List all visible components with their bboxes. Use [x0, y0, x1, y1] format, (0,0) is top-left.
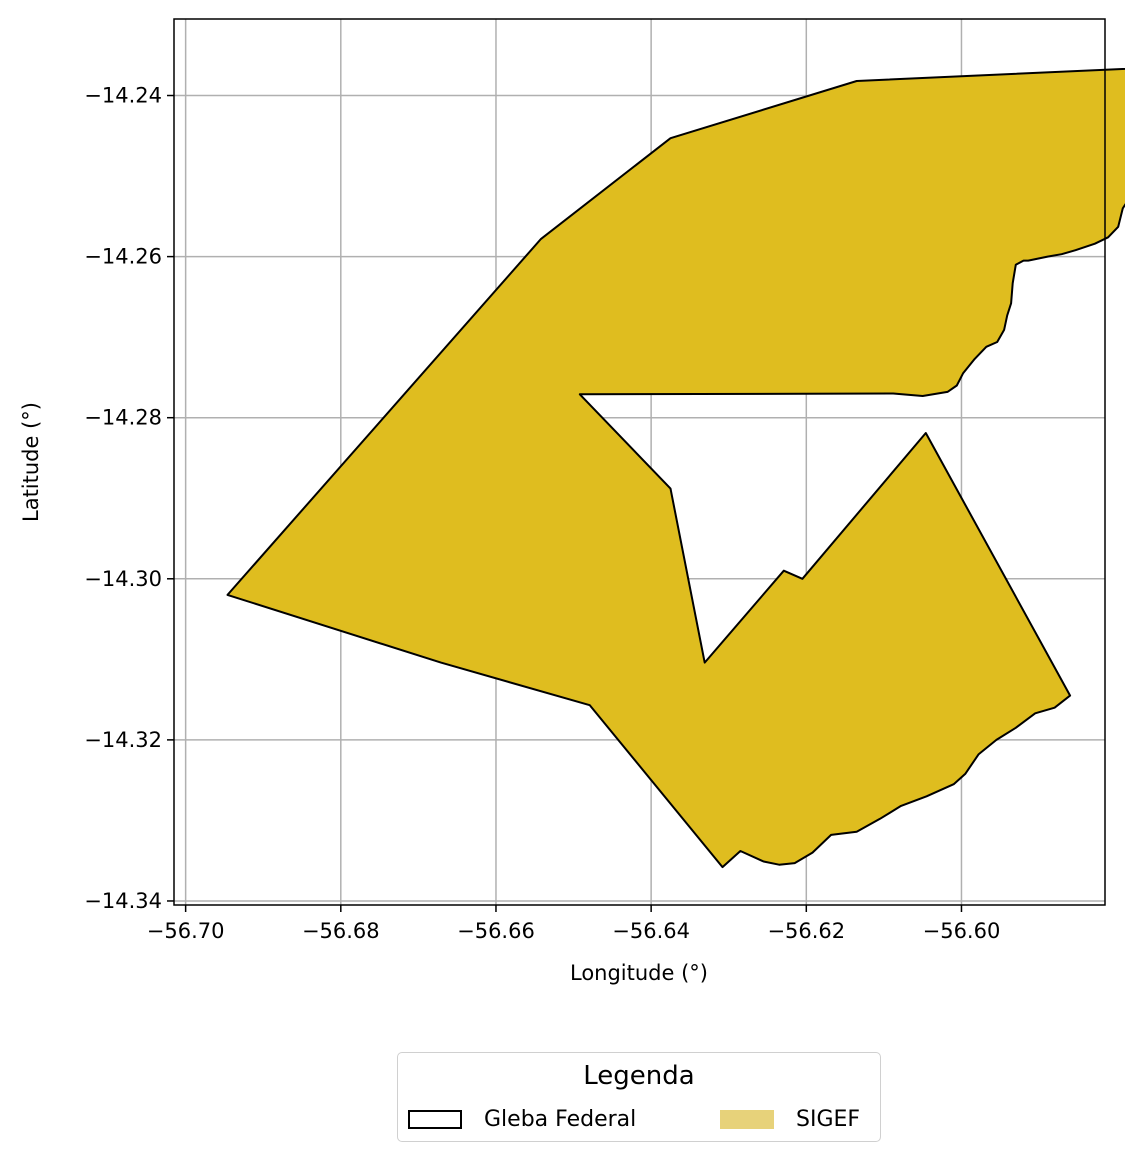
y-tick-label: −14.34	[84, 889, 162, 913]
sigef-polygon-layer	[226, 67, 1125, 869]
y-axis-label: Latitude (°)	[19, 402, 43, 522]
axis-ticks: −56.70 −56.68 −56.66 −56.64 −56.62 −56.60 −14.…	[84, 84, 1000, 943]
legend-title: Legenda	[583, 1061, 695, 1091]
x-tick-label: −56.64	[612, 919, 690, 943]
x-axis-label: Longitude (°)	[570, 961, 708, 985]
y-tick-label: −14.32	[84, 728, 162, 752]
legend: Legenda Gleba Federal SIGEF	[397, 1052, 881, 1142]
x-tick-label: −56.62	[767, 919, 845, 943]
legend-label-sigef: SIGEF	[796, 1106, 861, 1132]
x-tick-label: −56.66	[457, 919, 535, 943]
y-tick-label: −14.30	[84, 567, 162, 591]
x-tick-label: −56.68	[302, 919, 380, 943]
y-tick-label: −14.26	[84, 245, 162, 269]
x-tick-label: −56.60	[923, 919, 1001, 943]
legend-swatch-fill	[720, 1109, 774, 1129]
y-tick-label: −14.28	[84, 406, 162, 430]
x-tick-label: −56.70	[147, 919, 225, 943]
legend-swatch-outline	[408, 1109, 462, 1129]
plot-frame	[173, 18, 1106, 906]
legend-item-sigef: SIGEF	[720, 1105, 860, 1133]
legend-label-gleba-federal: Gleba Federal	[484, 1106, 637, 1132]
sigef-parcel-polygon	[226, 67, 1125, 869]
legend-item-gleba-federal: Gleba Federal	[408, 1105, 636, 1133]
y-tick-label: −14.24	[84, 84, 162, 108]
